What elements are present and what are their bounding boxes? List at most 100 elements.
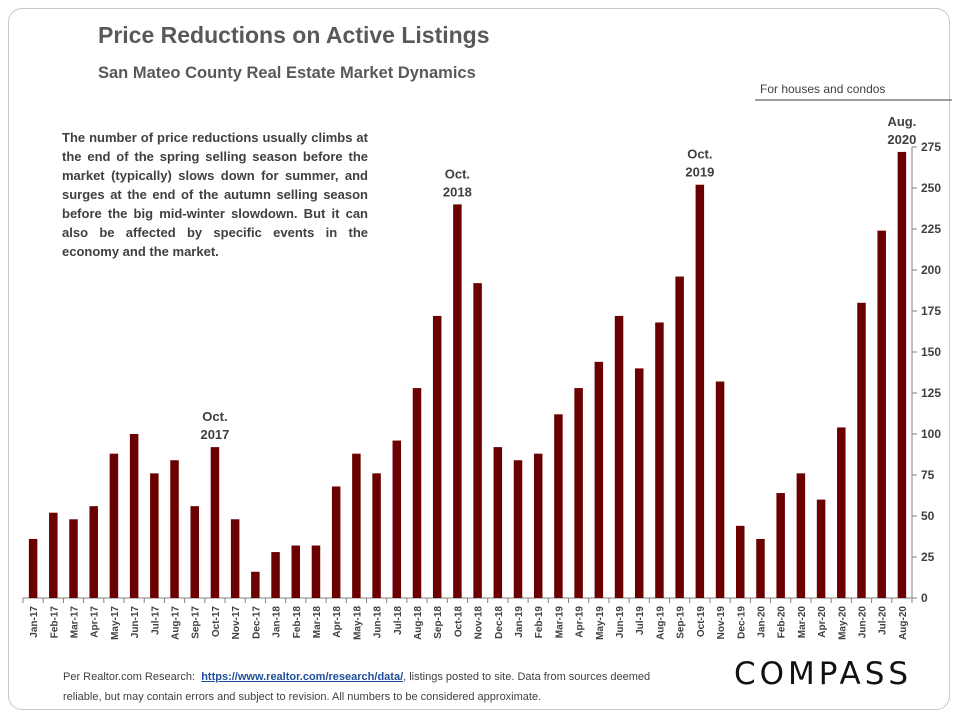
y-tick-label: 100 bbox=[921, 427, 941, 441]
bar bbox=[614, 315, 624, 598]
bar bbox=[251, 571, 260, 598]
x-tick-label: Jul-20 bbox=[878, 606, 889, 635]
y-tick-label: 200 bbox=[921, 263, 941, 277]
bar bbox=[533, 453, 543, 598]
page-title: Price Reductions on Active Listings bbox=[98, 22, 490, 48]
source-link[interactable]: https://www.realtor.com/research/data/ bbox=[201, 671, 404, 683]
x-tick-label: Aug-19 bbox=[655, 606, 666, 640]
bar bbox=[291, 545, 301, 598]
y-tick-label: 225 bbox=[921, 222, 941, 236]
x-tick-label: Jun-19 bbox=[615, 606, 626, 639]
bar bbox=[655, 322, 664, 598]
annotation-label: 2018 bbox=[443, 184, 472, 199]
annotation-label: Oct. bbox=[687, 147, 712, 162]
y-tick-label: 275 bbox=[921, 140, 941, 154]
bar bbox=[837, 427, 846, 598]
x-tick-label: Apr-17 bbox=[90, 606, 101, 638]
annotation-label: Aug. bbox=[887, 114, 916, 129]
x-tick-label: Feb-20 bbox=[777, 606, 788, 639]
scope-note: For houses and condos bbox=[760, 82, 886, 96]
x-tick-label: Nov-19 bbox=[716, 606, 727, 640]
annotation-label: Oct. bbox=[202, 409, 227, 424]
y-tick-label: 25 bbox=[921, 550, 935, 564]
x-tick-label: Feb-18 bbox=[292, 606, 303, 639]
x-tick-label: Jun-18 bbox=[373, 606, 384, 639]
source-prefix: Per Realtor.com Research: bbox=[63, 671, 196, 683]
x-tick-label: May-18 bbox=[352, 606, 363, 640]
bar bbox=[271, 552, 280, 598]
bar bbox=[574, 388, 583, 598]
annotation-label: 2019 bbox=[685, 165, 714, 180]
x-tick-label: Apr-20 bbox=[817, 606, 828, 638]
bar bbox=[69, 519, 78, 598]
annotation-label: 2017 bbox=[200, 427, 229, 442]
bar bbox=[28, 538, 38, 598]
x-tick-label: Aug-20 bbox=[898, 606, 909, 640]
bar bbox=[473, 283, 482, 598]
page-subtitle: San Mateo County Real Estate Market Dyna… bbox=[98, 64, 476, 82]
x-tick-label: Sep-17 bbox=[191, 606, 202, 639]
y-tick-label: 175 bbox=[921, 304, 941, 318]
bar bbox=[49, 512, 58, 598]
x-tick-label: May-20 bbox=[837, 606, 848, 640]
x-tick-label: Apr-19 bbox=[575, 606, 586, 638]
bar bbox=[89, 506, 98, 598]
bar bbox=[695, 184, 705, 598]
x-tick-label: Oct-18 bbox=[453, 606, 464, 638]
bar bbox=[392, 440, 402, 598]
bar bbox=[796, 473, 806, 598]
bar bbox=[857, 302, 866, 598]
x-tick-label: Dec-19 bbox=[736, 606, 747, 639]
bar bbox=[311, 545, 321, 598]
compass-logo: COMPASS bbox=[734, 656, 913, 692]
x-tick-label: Nov-17 bbox=[231, 606, 242, 640]
x-tick-label: Aug-18 bbox=[413, 606, 424, 640]
y-tick-label: 0 bbox=[921, 591, 928, 605]
x-tick-label: Jul-18 bbox=[393, 606, 404, 635]
bar bbox=[453, 204, 462, 598]
x-tick-label: Jul-19 bbox=[635, 606, 646, 635]
x-tick-label: Jan-20 bbox=[756, 606, 767, 638]
y-tick-label: 250 bbox=[921, 181, 941, 195]
x-tick-label: Nov-18 bbox=[474, 606, 485, 640]
bar bbox=[816, 499, 826, 598]
x-tick-label: Jun-20 bbox=[857, 606, 868, 639]
x-tick-label: Jun-17 bbox=[130, 606, 141, 639]
x-tick-label: Dec-18 bbox=[494, 606, 505, 639]
x-tick-label: Sep-19 bbox=[676, 606, 687, 639]
bar bbox=[715, 381, 725, 598]
bar bbox=[372, 473, 381, 598]
y-tick-label: 75 bbox=[921, 468, 935, 482]
bar bbox=[352, 453, 361, 598]
x-tick-label: Mar-17 bbox=[70, 606, 81, 639]
x-tick-label: Jan-18 bbox=[272, 606, 283, 638]
bar bbox=[190, 506, 199, 598]
y-tick-label: 50 bbox=[921, 509, 935, 523]
bar bbox=[675, 276, 684, 598]
bar bbox=[554, 414, 563, 598]
annotation-label: 2020 bbox=[887, 132, 916, 147]
x-tick-label: Aug-17 bbox=[171, 606, 182, 640]
bar bbox=[150, 473, 159, 598]
bar bbox=[109, 453, 119, 598]
bar bbox=[331, 486, 341, 598]
x-tick-label: Oct-19 bbox=[696, 606, 707, 638]
x-tick-label: Jan-19 bbox=[514, 606, 525, 638]
bar bbox=[230, 519, 240, 598]
x-tick-label: Jul-17 bbox=[150, 606, 161, 635]
bar bbox=[736, 525, 745, 598]
bar bbox=[634, 368, 644, 598]
bar bbox=[129, 434, 139, 598]
bar bbox=[513, 460, 523, 598]
x-tick-label: Apr-18 bbox=[332, 606, 343, 638]
x-tick-label: Jan-17 bbox=[29, 606, 40, 638]
x-tick-label: Mar-19 bbox=[554, 606, 565, 639]
x-tick-label: Sep-18 bbox=[433, 606, 444, 639]
bar bbox=[432, 315, 442, 598]
x-tick-label: Mar-18 bbox=[312, 606, 323, 639]
x-tick-label: Feb-17 bbox=[49, 606, 60, 639]
source-suffix: , listings posted to site. Data from sou… bbox=[63, 671, 651, 703]
bar bbox=[412, 388, 422, 598]
source-note: Per Realtor.com Research: https://www.re… bbox=[63, 667, 683, 707]
